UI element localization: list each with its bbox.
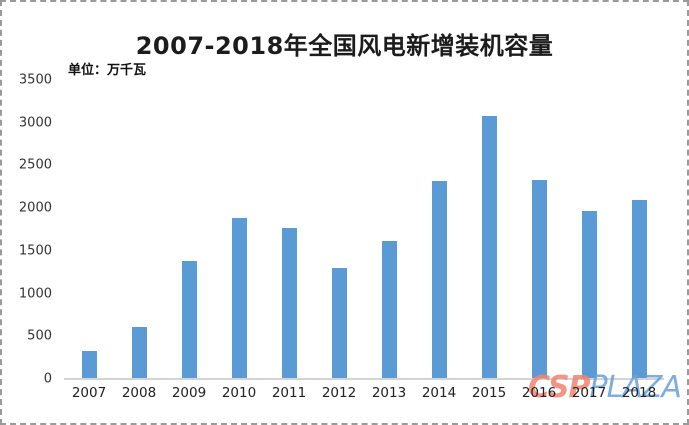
x-tick-label: 2013 — [371, 385, 407, 401]
unit-label: 单位：万千瓦 — [68, 63, 147, 78]
bar-slot — [64, 80, 114, 379]
x-tick-label: 2016 — [521, 385, 557, 401]
bar-slot — [464, 80, 514, 379]
y-tick-label: 2500 — [18, 157, 52, 173]
bar-slot — [214, 80, 264, 379]
watermark-plaza: PLAZA — [589, 370, 682, 405]
y-tick-label: 2000 — [18, 200, 52, 216]
plot-area: 0 500 1000 1500 2000 2500 3000 3500 2007 2008 200… — [19, 73, 664, 401]
bar-2013 — [381, 241, 397, 379]
bar-slot — [614, 80, 664, 379]
bar-2018 — [631, 199, 647, 379]
bar-2017 — [581, 211, 597, 379]
x-tick-label: 2014 — [421, 385, 457, 401]
bar-2007 — [81, 350, 97, 379]
x-tick-label: 2007 — [71, 385, 107, 401]
bars-container — [64, 80, 664, 379]
x-axis-line — [64, 378, 664, 380]
y-tick-label: 3000 — [18, 115, 52, 131]
bar-slot — [514, 80, 564, 379]
x-tick-label: 2017 — [571, 385, 607, 401]
bar-2015 — [481, 116, 497, 379]
y-tick-label: 0 — [43, 371, 52, 387]
bar-slot — [314, 80, 364, 379]
x-tick-label: 2008 — [121, 385, 157, 401]
bar-2012 — [331, 268, 347, 379]
watermark: CSPPLAZA — [528, 370, 682, 405]
x-tick-label: 2009 — [171, 385, 207, 401]
x-tick-label: 2010 — [221, 385, 257, 401]
bar-slot — [564, 80, 614, 379]
bar-slot — [114, 80, 164, 379]
bar-slot — [364, 80, 414, 379]
bar-2010 — [231, 217, 247, 379]
watermark-csp: CSP — [528, 370, 591, 405]
x-tick-label: 2015 — [471, 385, 507, 401]
bar-2009 — [181, 261, 197, 379]
y-tick-label: 1000 — [18, 286, 52, 302]
bar-slot — [164, 80, 214, 379]
x-tick-label: 2018 — [621, 385, 657, 401]
bar-2008 — [131, 326, 147, 379]
y-tick-label: 3500 — [18, 72, 52, 88]
bar-2014 — [431, 180, 447, 379]
bar-slot — [414, 80, 464, 379]
x-tick-label: 2012 — [321, 385, 357, 401]
x-tick-label: 2011 — [271, 385, 307, 401]
y-tick-label: 1500 — [18, 243, 52, 259]
bar-2011 — [281, 228, 297, 379]
bar-2016 — [531, 179, 547, 379]
chart-title: 2007-2018年全国风电新增装机容量 — [135, 32, 554, 60]
y-tick-label: 500 — [27, 328, 52, 344]
bar-slot — [264, 80, 314, 379]
x-axis-labels: 2007 2008 2009 2010 2011 2012 2013 2014 2015 2016… — [64, 385, 664, 401]
